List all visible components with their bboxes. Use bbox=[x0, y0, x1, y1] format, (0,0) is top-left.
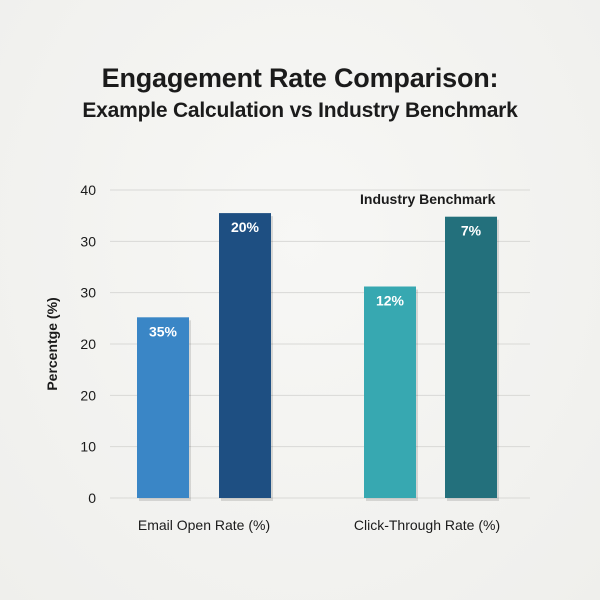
chart-title: Engagement Rate Comparison: bbox=[101, 63, 499, 93]
y-tick-label: 30 bbox=[80, 233, 96, 249]
bar-value-label: 35% bbox=[149, 323, 178, 339]
x-category-label: Email Open Rate (%) bbox=[138, 517, 270, 533]
bar-value-label: 7% bbox=[461, 223, 482, 239]
bar-value-label: 20% bbox=[231, 219, 260, 235]
bar bbox=[364, 286, 416, 498]
bar bbox=[219, 213, 271, 498]
y-tick-label: 20 bbox=[80, 336, 96, 352]
x-category-label: Click-Through Rate (%) bbox=[354, 517, 500, 533]
y-tick-label: 30 bbox=[80, 285, 96, 301]
benchmark-annotation: Industry Benchmark bbox=[360, 191, 496, 207]
y-tick-label: 10 bbox=[80, 439, 96, 455]
chart-subtitle: Example Calculation vs Industry Benchmar… bbox=[82, 99, 518, 122]
y-tick-label: 40 bbox=[80, 182, 96, 198]
y-tick-label: 0 bbox=[88, 490, 96, 506]
bar bbox=[137, 317, 189, 498]
y-tick-label: 20 bbox=[80, 387, 96, 403]
bar bbox=[445, 216, 497, 498]
bar-value-label: 12% bbox=[376, 293, 405, 309]
